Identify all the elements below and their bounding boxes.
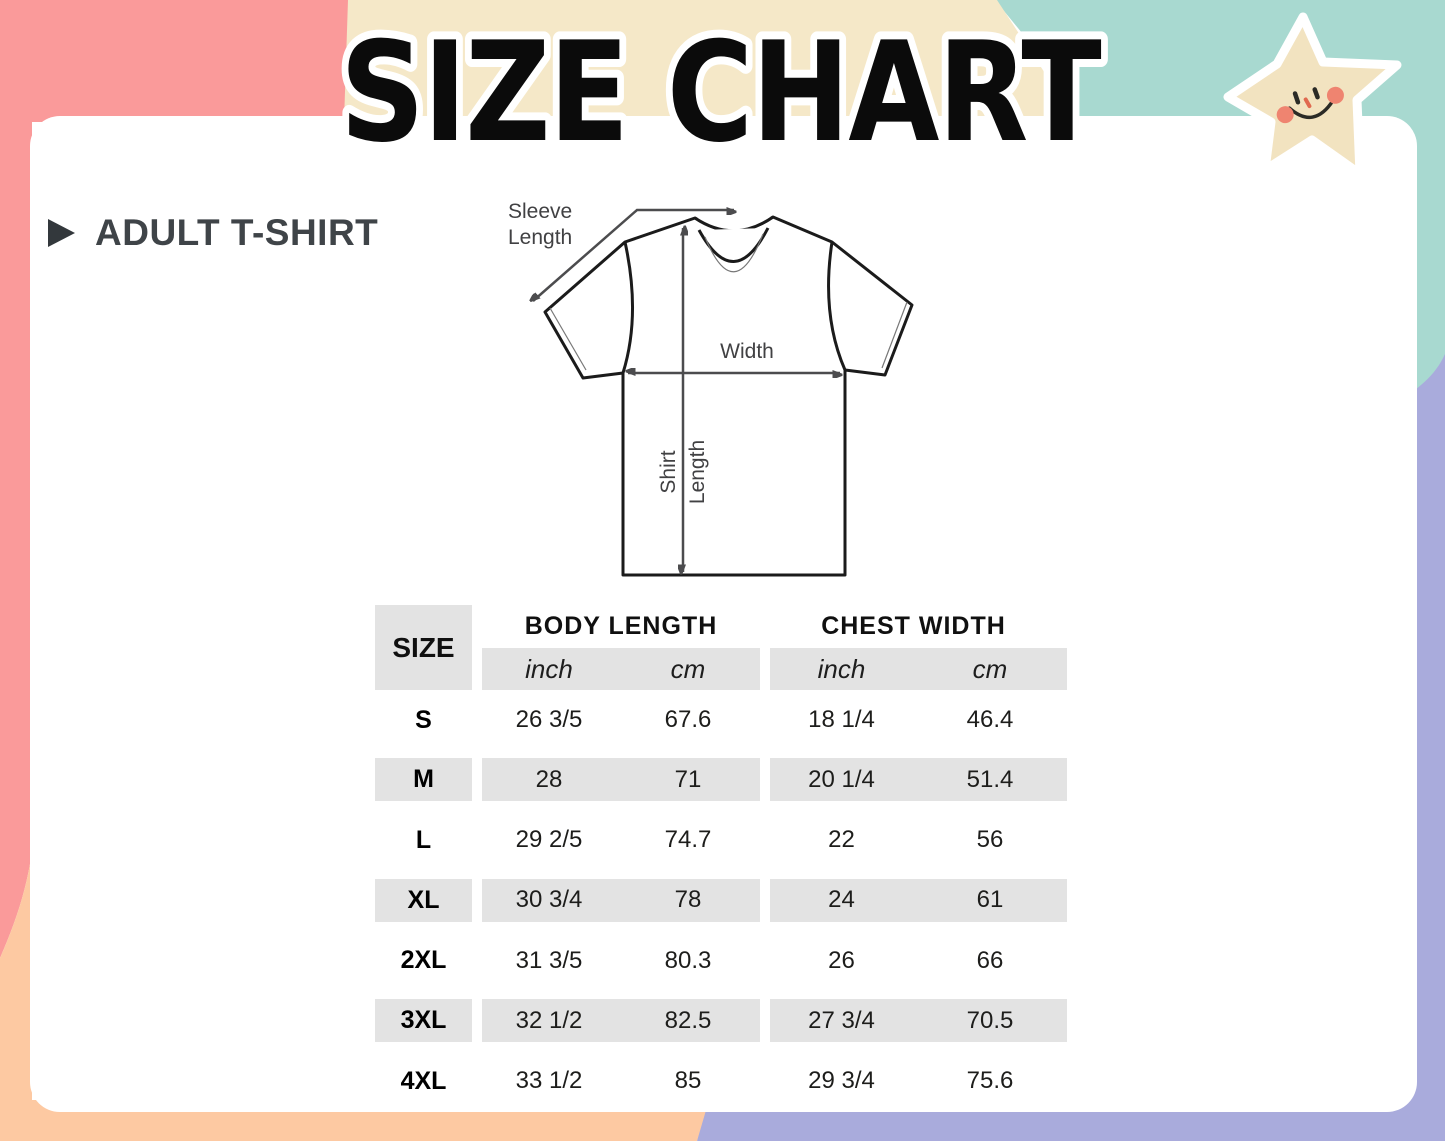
body-cm-value: 74.7 <box>664 826 712 854</box>
section-label: ADULT T-SHIRT <box>95 212 379 253</box>
chest-cm-value: 51.4 <box>913 758 1067 802</box>
page-title: SIZE CHART <box>332 4 1112 181</box>
body-cm-value: 67.6 <box>664 706 712 734</box>
chest-inch-value: 26 <box>760 930 913 991</box>
chest-inch-value: 27 3/4 <box>760 998 913 1043</box>
table-row-xl: XL 30 3/4 78 24 61 <box>375 871 1067 931</box>
width-label: Width <box>720 340 774 363</box>
smiling-star-icon <box>1223 12 1402 179</box>
chest-inch-value: 24 <box>760 878 913 922</box>
sleeve-length-arrow <box>533 210 734 301</box>
shirt-length-label-line1: Shirt <box>657 450 680 493</box>
shirt-length-label-line2: Length <box>686 440 709 504</box>
chest-cm-header: cm <box>913 648 1067 690</box>
chest-cm-value: 46.4 <box>966 706 1014 734</box>
body-cm-value: 80.3 <box>664 946 712 974</box>
body-cm-header: cm <box>616 648 760 690</box>
body-inch-value: 31 3/5 <box>515 946 583 974</box>
star-shape <box>1223 12 1402 179</box>
size-column-header: SIZE <box>375 605 482 690</box>
chest-cm-value: 70.5 <box>913 998 1067 1043</box>
body-inch-value: 26 3/5 <box>515 706 583 734</box>
size-table-body: S 26 3/5 67.6 18 1/4 46.4 M 28 71 20 1/4… <box>375 690 1067 1112</box>
body-cm-value: 82.5 <box>616 998 760 1043</box>
table-row-l: L 29 2/5 74.7 22 56 <box>375 810 1067 871</box>
bg-pink-blob <box>0 0 351 958</box>
chest-cm-value: 61 <box>913 878 1067 922</box>
body-cm-value: 85 <box>674 1067 702 1095</box>
tshirt-sleeve-seam-right <box>881 301 908 369</box>
table-row-s: S 26 3/5 67.6 18 1/4 46.4 <box>375 690 1067 751</box>
size-value: XL <box>375 878 482 922</box>
tshirt-sleeve-seam-left <box>549 307 587 371</box>
body-inch-value: 29 2/5 <box>515 826 583 854</box>
page-title-text: SIZE CHART <box>340 12 1102 173</box>
chest-width-header: CHEST WIDTH <box>760 605 1067 648</box>
size-table: SIZE BODY LENGTH CHEST WIDTH inch cm inc… <box>375 605 1067 1112</box>
triangle-bullet-icon <box>48 219 75 247</box>
bg-cream-blob <box>344 0 1077 122</box>
body-inch-header: inch <box>482 648 616 690</box>
chest-inch-value: 18 1/4 <box>760 690 913 751</box>
chest-cm-value: 75.6 <box>966 1067 1014 1095</box>
body-inch-value: 32 1/2 <box>482 998 616 1043</box>
chest-inch-value: 20 1/4 <box>760 758 913 802</box>
body-length-header: BODY LENGTH <box>482 605 760 648</box>
chest-cm-value: 56 <box>976 826 1004 854</box>
table-row-2xl: 2XL 31 3/5 80.3 26 66 <box>375 930 1067 991</box>
tshirt-measurement-diagram: Sleeve Length Width Shirt Length <box>508 200 914 577</box>
chest-inch-value: 22 <box>760 810 913 871</box>
sleeve-length-label-line1: Sleeve <box>508 200 572 223</box>
size-value: S <box>375 690 482 751</box>
bg-peach-blob <box>0 852 709 1141</box>
size-value: 4XL <box>375 1051 482 1112</box>
chest-inch-header: inch <box>760 648 913 690</box>
size-value: 3XL <box>375 998 482 1043</box>
body-cm-value: 71 <box>616 758 760 802</box>
size-value: M <box>375 758 482 802</box>
size-value: L <box>375 810 482 871</box>
chest-cm-value: 66 <box>976 946 1004 974</box>
size-value: 2XL <box>375 930 482 991</box>
body-inch-value: 30 3/4 <box>482 878 616 922</box>
body-inch-value: 28 <box>482 758 616 802</box>
table-row-4xl: 4XL 33 1/2 85 29 3/4 75.6 <box>375 1051 1067 1112</box>
table-row-m: M 28 71 20 1/4 51.4 <box>375 750 1067 810</box>
chest-inch-value: 29 3/4 <box>760 1051 913 1112</box>
size-table-header: SIZE BODY LENGTH CHEST WIDTH inch cm inc… <box>375 605 1067 690</box>
table-row-3xl: 3XL 32 1/2 82.5 27 3/4 70.5 <box>375 991 1067 1051</box>
star-face <box>1276 86 1344 124</box>
sleeve-length-label-line2: Length <box>508 226 572 249</box>
body-inch-value: 33 1/2 <box>515 1067 583 1095</box>
tshirt-armhole-right <box>827 241 847 371</box>
body-cm-value: 78 <box>616 878 760 922</box>
section-header: ADULT T-SHIRT <box>48 212 378 254</box>
